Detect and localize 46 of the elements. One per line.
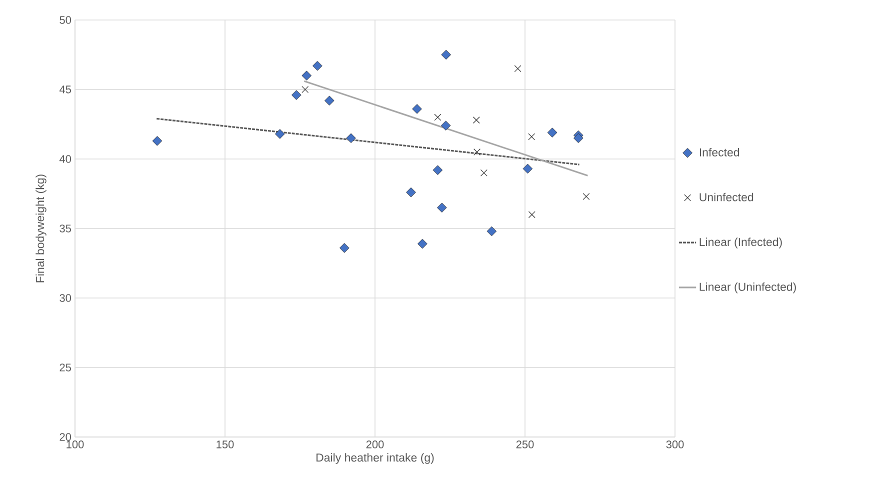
point: [474, 148, 480, 156]
x-axis-title: Daily heather intake (g): [316, 453, 434, 464]
x-tick-label: 300: [666, 440, 684, 448]
point: [472, 116, 480, 124]
x-tick-label: 250: [516, 440, 534, 448]
point: [417, 238, 428, 249]
point: [573, 133, 584, 144]
point: [324, 96, 334, 106]
point: [152, 136, 162, 146]
y-tick-label: 30: [60, 294, 72, 302]
x-tick-label: 200: [366, 440, 384, 448]
point: [434, 114, 442, 121]
y-axis-title: Final bodyweight (kg): [36, 174, 46, 282]
point: [406, 187, 416, 198]
legend-label: Uninfected: [700, 192, 754, 202]
point: [486, 226, 497, 236]
point: [312, 60, 322, 71]
y-tick-label: 20: [60, 433, 72, 441]
point: [440, 120, 451, 131]
point: [582, 193, 590, 200]
point: [547, 128, 558, 138]
legend-label: Linear (Uninfected): [700, 282, 796, 294]
point: [346, 133, 356, 144]
y-tick-label: 50: [60, 16, 72, 24]
point: [302, 86, 309, 93]
y-tick-label: 35: [60, 224, 72, 232]
x-tick-label: 150: [216, 440, 234, 448]
y-tick-label: 45: [59, 86, 72, 94]
y-tick-label: 25: [60, 364, 72, 372]
point: [522, 164, 533, 174]
point: [528, 133, 536, 140]
point: [528, 211, 536, 218]
legend-label: Linear (Infected): [700, 238, 782, 248]
x-tick-label: 100: [66, 440, 84, 448]
point: [274, 129, 285, 139]
point: [436, 202, 447, 213]
point: [302, 70, 312, 81]
legend-label: Infected: [700, 148, 740, 156]
point: [412, 104, 422, 114]
y-tick-label: 40: [59, 155, 72, 163]
point: [432, 165, 443, 176]
point: [339, 243, 350, 253]
point: [441, 50, 452, 60]
point: [514, 65, 522, 72]
point: [480, 169, 488, 176]
point: [291, 90, 302, 100]
